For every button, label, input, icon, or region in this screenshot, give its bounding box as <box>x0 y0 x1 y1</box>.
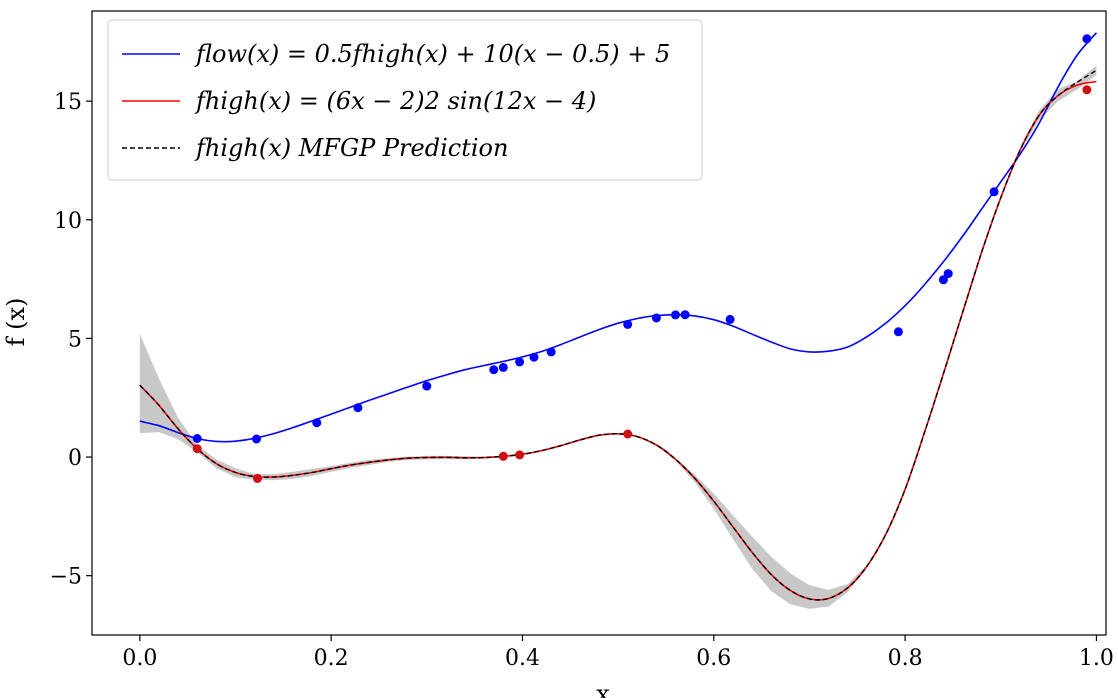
x-tick-label: 0.0 <box>122 646 157 671</box>
low-fidelity-sample-point <box>623 319 633 329</box>
x-tick-label: 0.6 <box>696 646 731 671</box>
high-fidelity-sample-point <box>192 444 202 454</box>
low-fidelity-sample-point <box>989 187 999 197</box>
series-line-f-low <box>139 32 1098 443</box>
x-tick-label: 0.4 <box>505 646 540 671</box>
low-fidelity-sample-point <box>192 434 202 443</box>
y-tick-label: 15 <box>54 90 82 115</box>
low-fidelity-sample-point <box>943 269 953 279</box>
high-fidelity-sample-point <box>498 451 508 461</box>
y-tick-label: 0 <box>68 446 82 471</box>
low-fidelity-sample-point <box>515 357 525 367</box>
low-fidelity-sample-point <box>422 381 432 391</box>
legend-label: fhigh(x) MFGP Prediction <box>194 134 508 162</box>
low-fidelity-sample-point <box>489 365 499 375</box>
y-tick-label: 5 <box>68 327 82 352</box>
low-fidelity-sample-point <box>680 310 690 320</box>
low-fidelity-sample-point <box>498 362 508 372</box>
low-fidelity-sample-point <box>671 310 680 320</box>
low-fidelity-sample-point <box>353 403 363 413</box>
y-axis: −5 0 5 10 15 <box>50 90 92 590</box>
x-axis: 0.0 0.2 0.4 0.6 0.8 1.0 <box>122 635 1114 671</box>
low-fidelity-sample-point <box>312 418 322 428</box>
low-fidelity-sample-point <box>651 313 661 323</box>
data-layer <box>139 32 1098 609</box>
low-fidelity-sample-point <box>893 327 903 337</box>
x-tick-label: 0.8 <box>888 646 923 671</box>
series-line-mfgp-prediction <box>139 69 1097 601</box>
high-fidelity-sample-point <box>623 429 633 439</box>
plot-area <box>91 10 1107 636</box>
low-fidelity-sample-point <box>1082 34 1092 44</box>
x-axis-label: x <box>596 680 610 698</box>
y-tick-label: 10 <box>54 209 82 234</box>
legend: flow(x) = 0.5fhigh(x) + 10(x − 0.5) + 5 f… <box>107 19 703 181</box>
legend-label: fhigh(x) = (6x − 2)2 sin(12x − 4) <box>194 87 596 115</box>
low-fidelity-sample-point <box>546 347 556 357</box>
legend-label: flow(x) = 0.5fhigh(x) + 10(x − 0.5) + 5 <box>194 40 670 68</box>
plot-frame <box>91 10 1107 636</box>
y-axis-label: f (x) <box>2 298 30 347</box>
low-fidelity-sample-point <box>529 352 539 362</box>
legend-box <box>107 19 703 181</box>
x-tick-label: 1.0 <box>1079 646 1114 671</box>
low-fidelity-sample-point <box>252 434 261 444</box>
low-fidelity-sample-point <box>725 314 735 324</box>
y-tick-label: −5 <box>50 565 82 590</box>
high-fidelity-sample-point <box>1082 85 1092 95</box>
high-fidelity-sample-point <box>253 473 262 483</box>
low-fidelity-sample-point <box>938 275 948 285</box>
high-fidelity-sample-point <box>515 450 525 460</box>
x-tick-label: 0.2 <box>314 646 349 671</box>
